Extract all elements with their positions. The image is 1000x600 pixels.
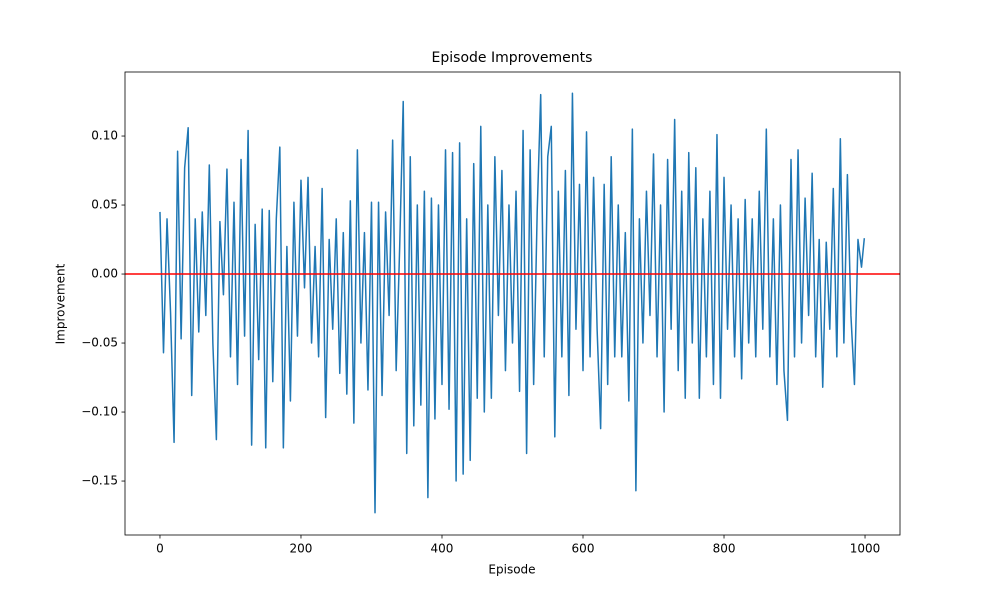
chart-title: Episode Improvements (432, 50, 593, 66)
y-axis-label: Improvement (54, 263, 68, 344)
data-line (159, 92, 866, 514)
x-tick-label: 200 (290, 542, 313, 556)
x-axis-label: Episode (488, 563, 535, 577)
plot-frame (124, 71, 901, 536)
y-tick-label: 0.05 (91, 198, 118, 212)
y-tick-label: −0.05 (81, 336, 118, 350)
y-tick-label: −0.15 (81, 474, 118, 488)
x-tick-label: 0 (156, 542, 164, 556)
x-tick-label: 800 (713, 542, 736, 556)
x-tick-label: 600 (572, 542, 595, 556)
y-tick-label: 0.00 (91, 267, 118, 281)
y-tick-label: −0.10 (81, 405, 118, 419)
x-tick-label: 1000 (850, 542, 881, 556)
x-tick-label: 400 (431, 542, 454, 556)
y-tick-label: 0.10 (91, 129, 118, 143)
